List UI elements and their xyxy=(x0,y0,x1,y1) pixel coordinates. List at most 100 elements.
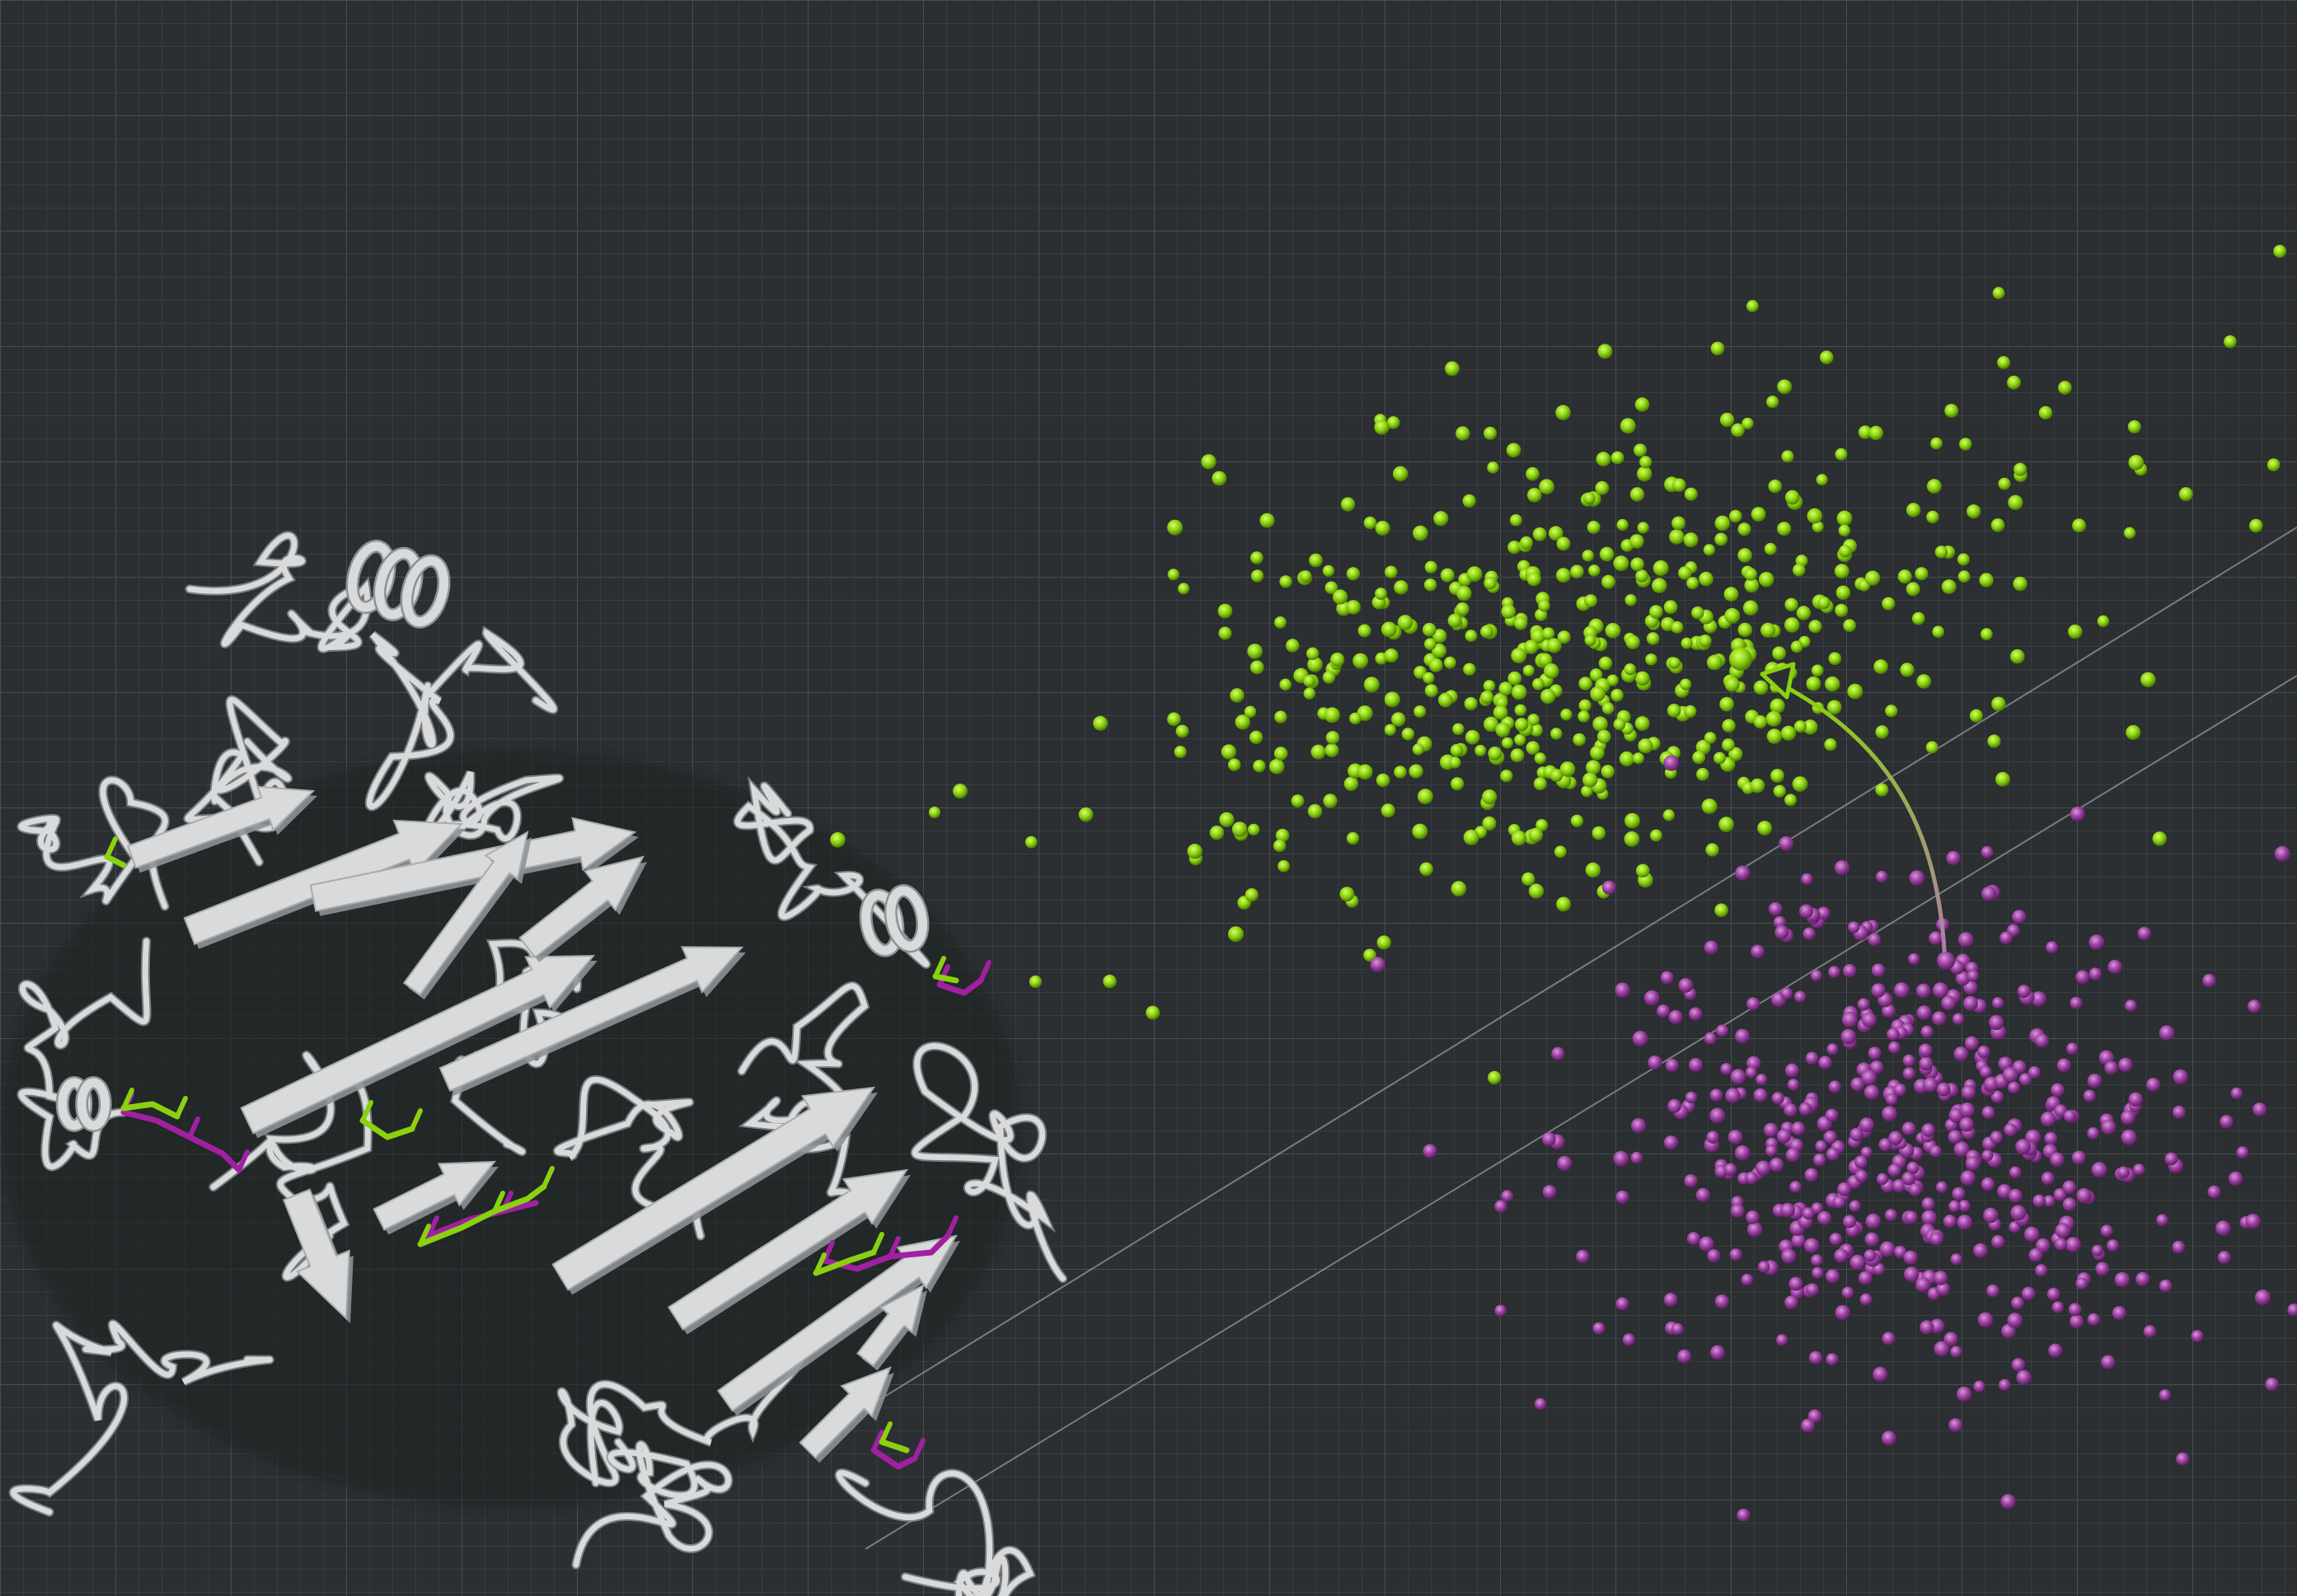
purple-ligand-point xyxy=(1746,1222,1763,1238)
purple-ligand-point xyxy=(1981,1106,1995,1120)
green-ligand-point xyxy=(1363,516,1377,530)
green-ligand-point xyxy=(1554,845,1567,859)
perspective-guide-lines xyxy=(823,527,2297,1550)
green-ligand-point xyxy=(1507,671,1522,686)
purple-ligand-point xyxy=(2088,934,2105,950)
green-ligand-point xyxy=(1638,738,1653,754)
purple-ligand-point xyxy=(1811,970,1822,982)
purple-ligand-point xyxy=(1784,1063,1799,1078)
green-ligand-point xyxy=(1635,671,1650,686)
green-ligand-point xyxy=(1221,744,1236,760)
green-ligand-point xyxy=(1691,606,1704,620)
green-ligand-point xyxy=(1696,768,1709,781)
green-ligand-point xyxy=(1279,575,1292,588)
green-ligand-point xyxy=(1413,705,1427,718)
green-ligand-point xyxy=(2152,831,2167,846)
green-ligand-point xyxy=(1834,564,1849,579)
green-ligand-point xyxy=(1273,839,1287,853)
green-ligand-point xyxy=(1428,658,1443,672)
green-ligand-point xyxy=(1376,773,1390,788)
purple-ligand-point xyxy=(2053,1188,2067,1201)
green-ligand-point xyxy=(1309,553,1323,568)
purple-ligand-point xyxy=(2071,1150,2086,1165)
green-ligand-point xyxy=(2007,375,2021,390)
green-ligand-point xyxy=(1244,705,1257,718)
green-ligand-point xyxy=(1346,600,1361,615)
purple-ligand-point xyxy=(1423,1144,1437,1158)
green-ligand-point xyxy=(2128,455,2145,470)
purple-ligand-point xyxy=(2043,1195,2056,1207)
green-ligand-point xyxy=(1303,675,1315,687)
green-ligand-point xyxy=(1450,743,1464,757)
green-ligand-point xyxy=(1527,714,1540,726)
green-ligand-point xyxy=(1559,761,1576,777)
green-ligand-point xyxy=(1538,600,1550,612)
purple-ligand-point xyxy=(2220,1115,2234,1129)
green-ligand-point xyxy=(1343,776,1359,791)
purple-ligand-point xyxy=(1981,1149,1994,1162)
green-ligand-point xyxy=(1510,514,1522,527)
green-ligand-point xyxy=(1456,602,1470,616)
green-ligand-point xyxy=(1463,829,1479,845)
green-ligand-point xyxy=(1990,518,2005,532)
purple-ligand-point xyxy=(1957,932,1974,948)
green-ligand-point xyxy=(1681,637,1693,649)
green-ligand-point xyxy=(1713,751,1726,765)
green-ligand-point xyxy=(1201,454,1216,470)
green-ligand-point xyxy=(1500,770,1513,783)
green-ligand-point xyxy=(2068,624,2083,639)
purple-ligand-point xyxy=(1858,1271,1873,1285)
green-ligand-point xyxy=(1511,648,1527,664)
purple-ligand-point xyxy=(2056,1058,2071,1073)
green-ligand-point xyxy=(1385,565,1398,578)
green-ligand-point xyxy=(1482,816,1497,831)
purple-ligand-point xyxy=(1784,1103,1798,1117)
green-ligand-point xyxy=(1759,572,1774,587)
purple-ligand-point xyxy=(1730,1069,1746,1085)
purple-ligand-point xyxy=(1776,1129,1792,1144)
green-ligand-point xyxy=(1925,741,1938,754)
green-ligand-point xyxy=(1376,935,1391,950)
green-ligand-point xyxy=(1324,581,1338,595)
purple-ligand-point xyxy=(1734,1144,1751,1161)
purple-ligand-point xyxy=(1948,1200,1961,1213)
green-ligand-point xyxy=(1248,823,1260,836)
purple-ligand-point xyxy=(1735,865,1751,881)
green-ligand-point xyxy=(1521,872,1535,886)
green-ligand-point xyxy=(1764,542,1777,555)
purple-ligand-point xyxy=(1808,1350,1822,1364)
purple-ligand-point xyxy=(1723,1163,1737,1177)
purple-ligand-point xyxy=(1699,1236,1714,1252)
green-ligand-point xyxy=(1501,604,1516,619)
green-ligand-point xyxy=(2224,335,2237,349)
purple-ligand-point xyxy=(1806,1283,1819,1296)
purple-ligand-point xyxy=(1780,1202,1796,1218)
green-ligand-point xyxy=(1683,532,1699,548)
green-ligand-point xyxy=(2140,672,2156,688)
purple-ligand-point xyxy=(1864,1232,1879,1247)
green-ligand-point xyxy=(1397,615,1413,630)
green-ligand-point xyxy=(1482,789,1498,805)
purple-ligand-point xyxy=(2046,1287,2060,1301)
green-ligand-point xyxy=(1757,821,1773,835)
green-ligand-point xyxy=(1273,747,1288,761)
green-ligand-point xyxy=(1885,704,1898,718)
green-ligand-point xyxy=(1817,597,1831,610)
purple-ligand-point xyxy=(1714,1294,1729,1309)
green-ligand-point xyxy=(1384,723,1396,736)
purple-ligand-point xyxy=(2004,1123,2018,1137)
green-ligand-point xyxy=(1245,888,1259,902)
green-ligand-point xyxy=(1432,644,1446,658)
green-ligand-point xyxy=(1024,835,1038,849)
green-ligand-point xyxy=(1793,720,1807,733)
purple-ligand-point xyxy=(1817,1210,1832,1225)
purple-ligand-point xyxy=(2062,1197,2077,1211)
green-ligand-point xyxy=(1847,683,1863,700)
green-ligand-point xyxy=(1352,653,1369,669)
purple-ligand-point xyxy=(1668,1009,1683,1024)
green-ligand-point xyxy=(1391,712,1406,727)
green-ligand-point xyxy=(1514,704,1527,717)
green-ligand-point xyxy=(1511,831,1527,846)
purple-ligand-point xyxy=(2023,1226,2040,1243)
purple-ligand-point xyxy=(2051,1083,2065,1098)
